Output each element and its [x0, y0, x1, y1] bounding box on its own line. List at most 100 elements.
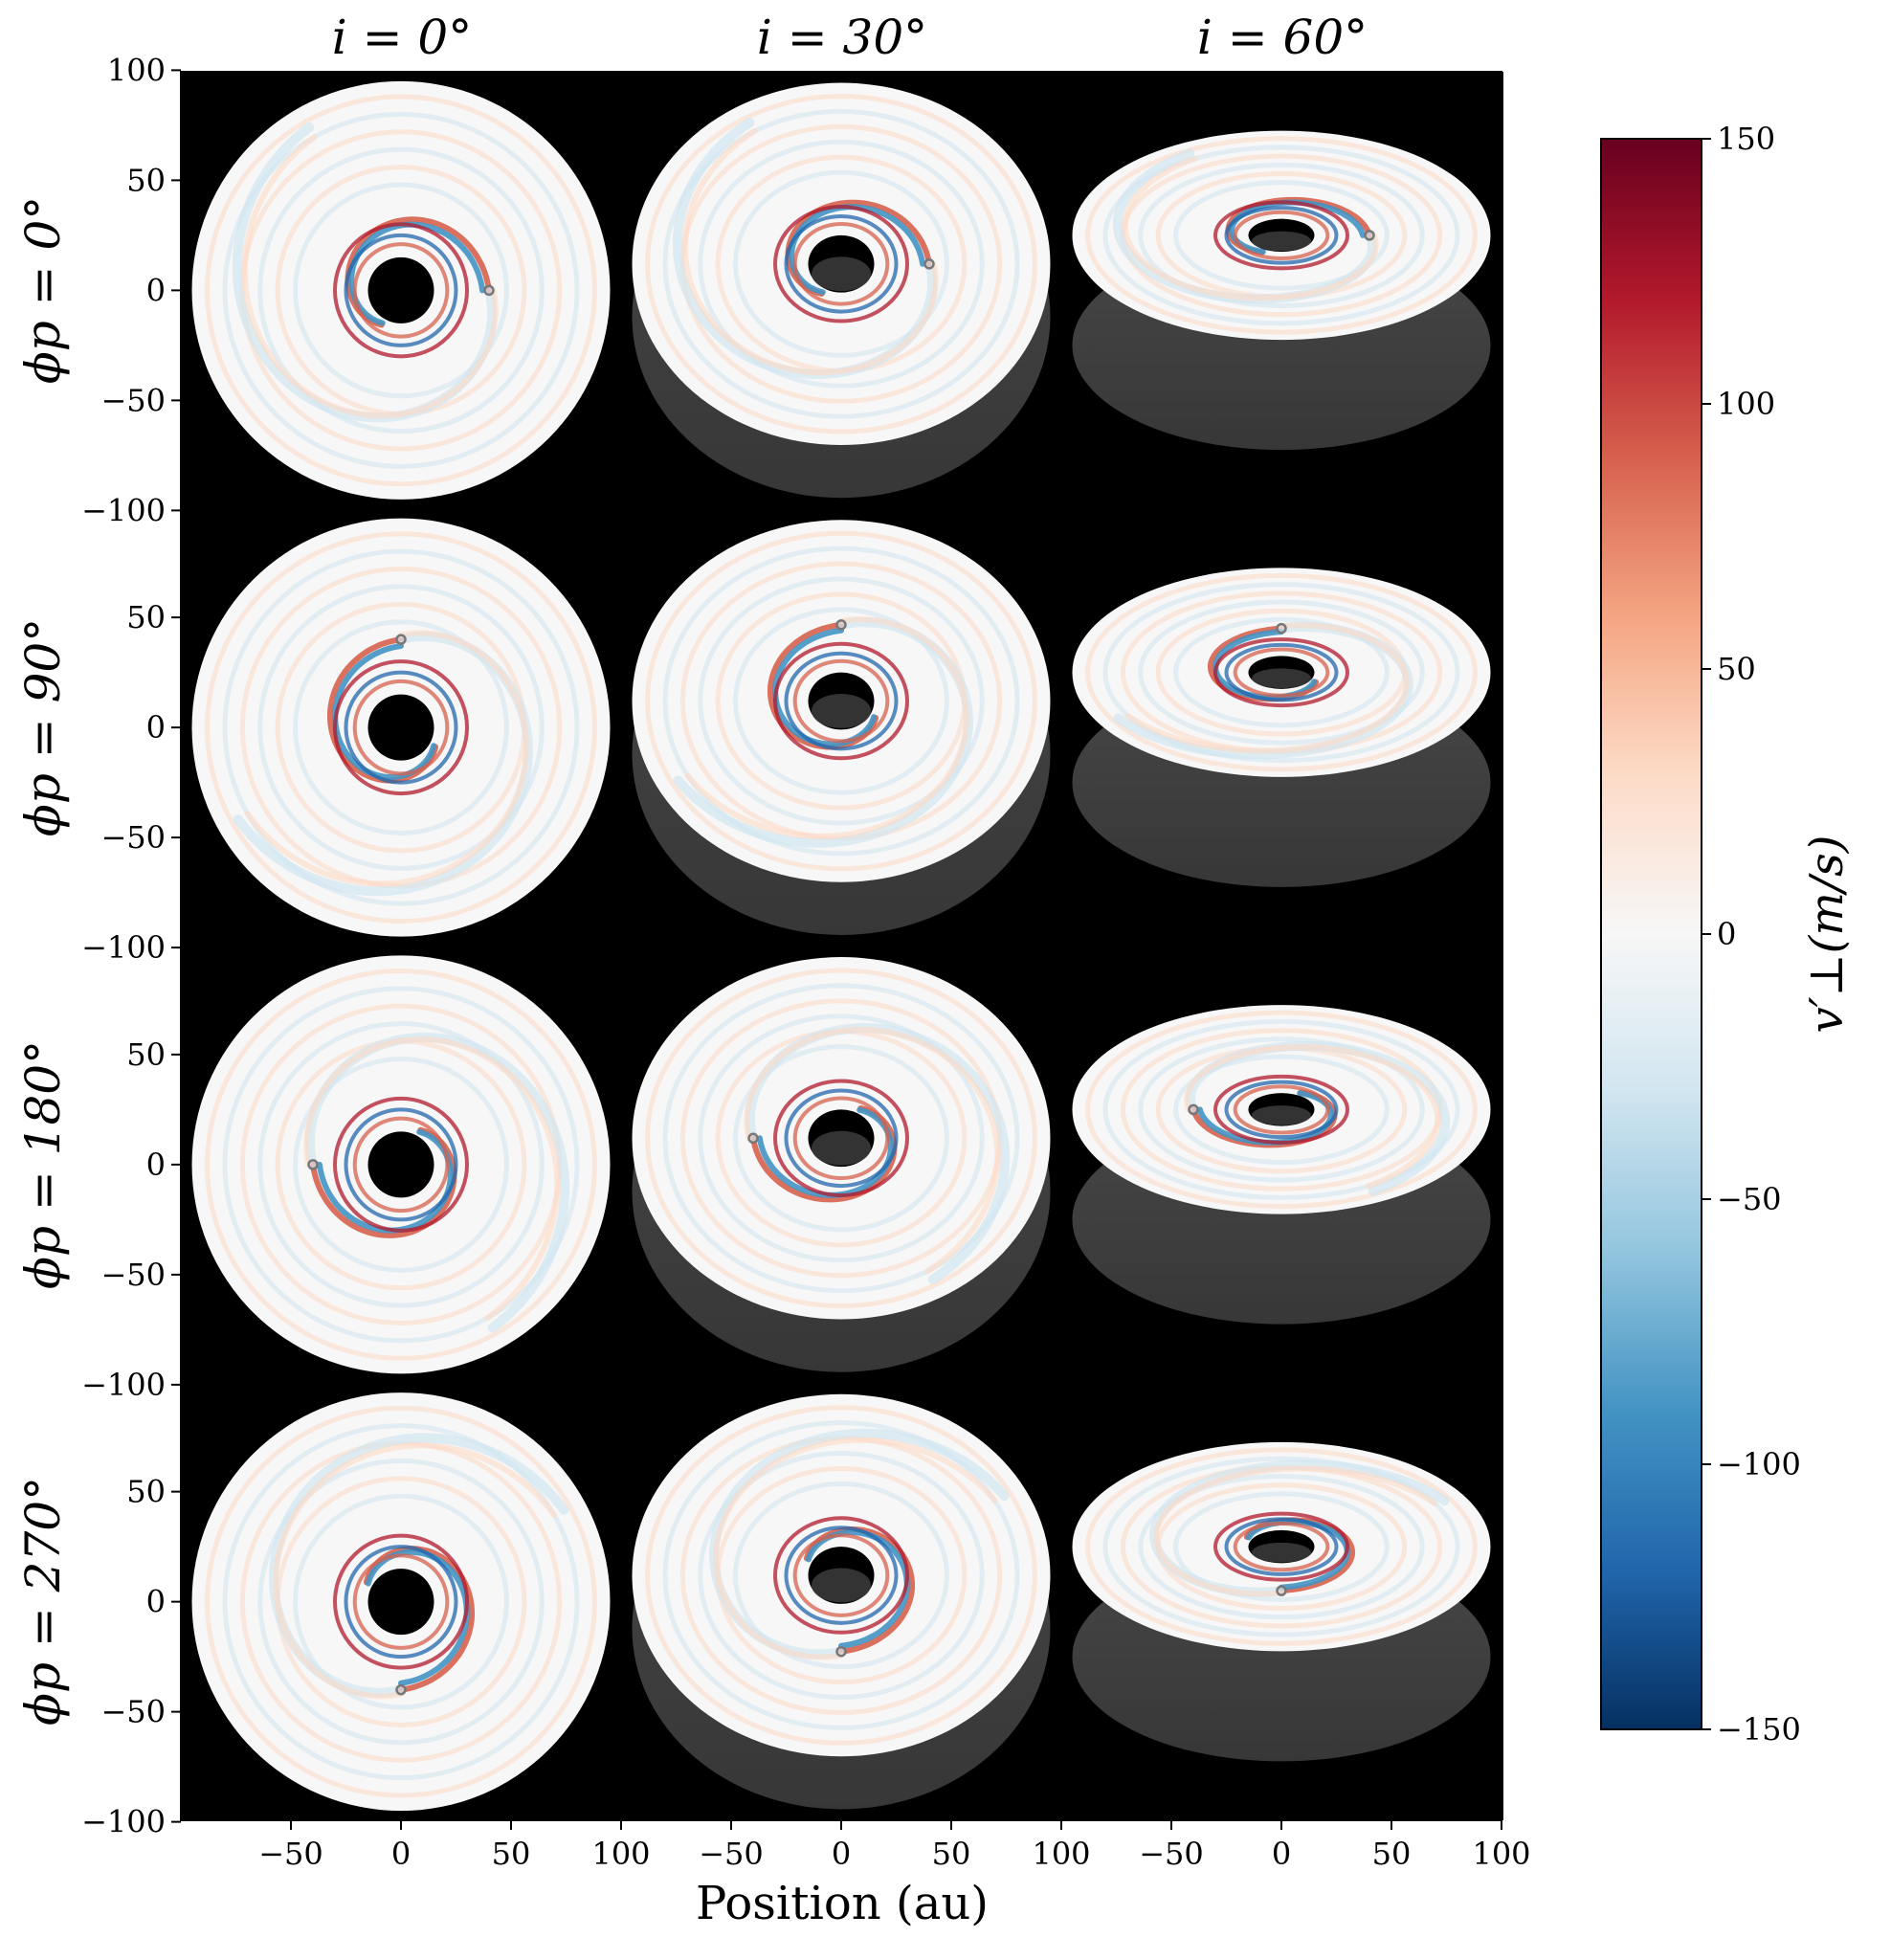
disk-ring: [662, 546, 1020, 857]
inner-ring: [1233, 210, 1330, 261]
disk-ring: [662, 1420, 1020, 1730]
spiral-arm-outer-red: [244, 630, 529, 887]
disk-ring: [293, 182, 509, 399]
inner-ring: [784, 213, 899, 314]
inner-hole-wall: [811, 1130, 872, 1166]
disk-ring: [698, 1451, 985, 1701]
spiral-arm-outer-red: [744, 1026, 1001, 1275]
inner-ring: [784, 651, 899, 751]
planet-marker: [395, 634, 407, 645]
disk-ring: [222, 986, 580, 1344]
disk-ring: [257, 1458, 545, 1746]
panel-r3-c2: [1072, 1441, 1491, 1762]
planet-marker: [483, 284, 495, 297]
x-tick-label: −50: [699, 1836, 764, 1872]
inner-ring: [784, 1088, 899, 1189]
inner-hole: [367, 694, 434, 761]
colorbar-tick-label: 0: [1717, 916, 1736, 952]
inner-ring: [1213, 1511, 1349, 1582]
disk-ring: [1102, 1018, 1460, 1200]
disk-ring: [1173, 180, 1390, 291]
colorbar-tick-label: 50: [1717, 651, 1756, 687]
disk-ring: [1102, 582, 1460, 764]
spiral-arm-outer-red: [713, 1437, 998, 1660]
planet-marker: [835, 619, 847, 631]
inner-ring: [1213, 200, 1349, 271]
disk-ring: [645, 93, 1037, 434]
disk-ring: [293, 1493, 509, 1710]
disk-ring: [733, 607, 949, 795]
inner-ring: [333, 222, 469, 359]
y-tick-label: −50: [100, 382, 166, 418]
disk-ring: [1173, 616, 1390, 728]
column-title-0: i = 0°: [332, 10, 472, 65]
inner-hole: [367, 1131, 434, 1198]
panel-r2-c0: [191, 955, 611, 1374]
disk-ring: [293, 1056, 509, 1273]
spiral-arm-outer-red: [1184, 1043, 1441, 1190]
inner-hole-wall: [1251, 1542, 1312, 1563]
disk-ring: [222, 111, 580, 469]
disk-ring: [645, 968, 1037, 1309]
inner-hole-wall: [811, 256, 872, 292]
inner-ring: [773, 1079, 909, 1198]
disk-ring: [205, 1405, 597, 1798]
disk-ring: [1173, 1054, 1390, 1166]
y-tick-label: −50: [100, 1694, 166, 1730]
inner-hole-wall: [1251, 668, 1312, 689]
inner-ring: [1224, 642, 1339, 702]
inner-ring: [784, 1526, 899, 1625]
y-tick-label: −100: [81, 492, 166, 528]
disk-ring: [1085, 1447, 1478, 1646]
panel-r1-c1: [632, 520, 1051, 935]
disk-ring: [205, 531, 597, 924]
inner-ring: [352, 1553, 450, 1650]
inner-hole-wall: [811, 1568, 872, 1603]
disk-ring: [1085, 1010, 1478, 1210]
disk-ring: [1102, 145, 1460, 326]
planet-marker: [1364, 230, 1375, 241]
panel-r2-c2: [1072, 1005, 1491, 1325]
y-tick-label: 50: [126, 162, 166, 198]
disk-ring: [1102, 1456, 1460, 1637]
disk-ring: [733, 1481, 949, 1670]
panel-r1-c0: [191, 518, 611, 937]
y-tick-label: −100: [81, 929, 166, 966]
disk-ring: [645, 1405, 1037, 1746]
inner-ring: [344, 1545, 458, 1659]
disk-ring: [257, 146, 545, 434]
planet-marker: [1276, 622, 1287, 635]
inner-ring: [773, 1516, 909, 1635]
planet-marker: [747, 1132, 759, 1145]
panel-r0-c2: [1072, 130, 1491, 451]
inner-ring: [1233, 1521, 1330, 1572]
x-tick-label: 50: [492, 1836, 531, 1872]
colorbar-tick-label: 150: [1717, 121, 1775, 157]
inner-ring: [773, 205, 909, 323]
inner-hole: [367, 256, 434, 323]
disk-ring: [662, 108, 1020, 419]
disk-ring: [1085, 572, 1478, 772]
inner-ring: [1224, 206, 1339, 265]
inner-ring: [773, 641, 909, 761]
x-tick-label: 100: [591, 1836, 650, 1872]
spiral-arm-outer-red: [1124, 622, 1410, 754]
inner-ring: [333, 1096, 469, 1233]
panel-r3-c1: [632, 1393, 1051, 1810]
y-tick-label: −100: [81, 1367, 166, 1403]
inner-ring: [1213, 1074, 1349, 1145]
inner-hole-wall: [1251, 1105, 1312, 1125]
x-axis-label: Position (au): [696, 1877, 989, 1930]
inner-ring: [352, 679, 450, 776]
colorbar-tick-label: 100: [1717, 386, 1775, 422]
row-label-0: ϕp = 0°: [15, 196, 71, 385]
panel-r3-c0: [191, 1392, 611, 1812]
disk-ring: [222, 1423, 580, 1781]
y-tick-label: 0: [146, 709, 166, 746]
inner-ring: [792, 1533, 890, 1617]
inner-ring: [344, 1107, 458, 1222]
inner-hole-wall: [1251, 231, 1312, 252]
planet-marker: [307, 1159, 319, 1170]
row-label-2: ϕp = 180°: [15, 1040, 71, 1289]
